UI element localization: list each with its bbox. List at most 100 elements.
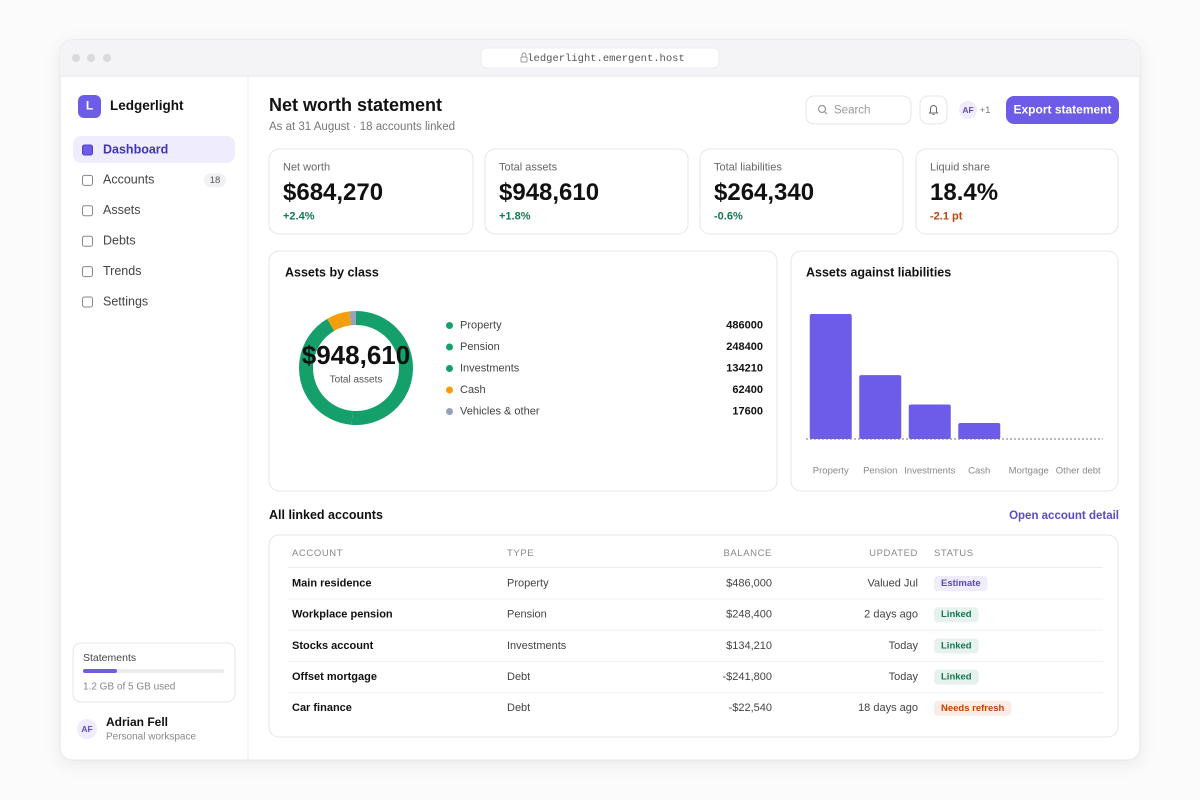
brand-logo[interactable] <box>78 95 101 118</box>
status-label: Needs refresh <box>941 703 1005 714</box>
legend-value: 486000 <box>726 319 763 331</box>
brand-name: Ledgerlight <box>110 98 184 113</box>
user-avatar[interactable] <box>77 719 97 739</box>
legend-swatch <box>446 322 453 329</box>
status-label: Linked <box>941 609 972 620</box>
cell-type: Pension <box>507 609 547 621</box>
nav-badge: 18 <box>210 175 221 186</box>
kpi-value: $948,610 <box>499 179 599 206</box>
nav-badge-bg <box>204 173 226 188</box>
status-label: Linked <box>941 640 972 651</box>
accounts-table-card <box>268 534 1119 738</box>
bar <box>859 375 902 439</box>
x-tick-label: Cash <box>968 466 990 477</box>
cell-account: Main residence <box>292 577 371 589</box>
column-header: TYPE <box>507 548 534 559</box>
donut-segment <box>299 318 335 362</box>
page-title: Net worth statement <box>269 95 442 115</box>
donut-segment <box>299 359 354 425</box>
legend-label: Cash <box>460 384 486 396</box>
kpi-value: $264,340 <box>714 179 814 206</box>
kpi-card <box>268 148 474 235</box>
nav-active-bg <box>73 136 235 163</box>
column-header: UPDATED <box>869 548 918 559</box>
url-bar[interactable] <box>480 47 720 69</box>
cell-balance: $134,210 <box>726 640 772 652</box>
export-button[interactable] <box>1006 96 1119 124</box>
cell-balance: -$241,800 <box>722 671 772 683</box>
nav-icon <box>82 296 93 308</box>
x-tick-label: Mortgage <box>1009 466 1049 477</box>
nav-item[interactable]: Accounts <box>103 173 154 187</box>
donut-center-value: $948,610 <box>302 340 410 370</box>
storage-title: Statements <box>83 652 136 664</box>
status-badge <box>934 607 979 623</box>
lock-icon <box>520 52 528 63</box>
notifications-button[interactable] <box>919 95 948 125</box>
nav-icon <box>82 144 93 156</box>
cell-updated: Today <box>889 671 919 683</box>
legend-value: 134210 <box>726 362 763 374</box>
collaborator-avatar[interactable] <box>959 101 977 119</box>
nav-item[interactable]: Assets <box>103 203 141 217</box>
nav-icon <box>82 235 93 247</box>
cell-balance: -$22,540 <box>729 702 772 714</box>
cell-balance: $248,400 <box>726 609 772 621</box>
bar <box>809 314 852 439</box>
nav-item[interactable]: Trends <box>103 264 141 278</box>
legend-value: 248400 <box>726 341 763 353</box>
legend-swatch <box>446 365 453 372</box>
cell-type: Investments <box>507 640 567 652</box>
nav-item[interactable]: Debts <box>103 233 136 247</box>
cell-updated: Valued Jul <box>867 577 918 589</box>
kpi-change: -0.6% <box>714 210 743 222</box>
cell-type: Debt <box>507 702 530 714</box>
user-name: Adrian Fell <box>106 715 168 729</box>
cell-account: Car finance <box>292 702 352 714</box>
nav-icon <box>82 174 93 186</box>
legend-label: Pension <box>460 341 500 353</box>
cell-account: Workplace pension <box>292 609 393 621</box>
user-workspace: Personal workspace <box>106 732 196 743</box>
status-badge <box>934 576 988 591</box>
kpi-change: +2.4% <box>283 210 315 222</box>
collaborator-more: +1 <box>980 105 991 116</box>
collaborator-initials: AF <box>962 105 973 115</box>
legend-value: 62400 <box>732 384 763 396</box>
kpi-label: Total liabilities <box>714 161 782 173</box>
section-link[interactable]: Open account detail <box>1009 510 1119 522</box>
status-badge <box>934 700 1012 716</box>
export-label[interactable]: Export statement <box>1013 103 1111 117</box>
kpi-label: Total assets <box>499 161 558 173</box>
window-dot <box>87 54 95 62</box>
window-dot <box>72 54 80 62</box>
bar <box>908 404 951 439</box>
cell-account: Stocks account <box>292 640 374 652</box>
window-dot <box>103 54 111 62</box>
status-badge <box>934 638 979 654</box>
x-tick-label: Investments <box>904 466 955 477</box>
donut-center-label: Total assets <box>330 375 383 386</box>
donut-panel <box>268 250 778 492</box>
cell-updated: 2 days ago <box>864 609 918 621</box>
nav-item[interactable]: Settings <box>103 294 148 308</box>
url-text: ledgerlight.emergent.host <box>527 53 685 65</box>
donut-segment <box>351 311 413 425</box>
nav-item[interactable]: Dashboard <box>103 142 168 156</box>
kpi-change: +1.8% <box>499 210 531 222</box>
x-tick-label: Other debt <box>1056 466 1101 477</box>
legend-label: Vehicles & other <box>460 405 540 417</box>
status-label: Estimate <box>941 578 981 589</box>
kpi-value: $684,270 <box>283 179 383 206</box>
x-tick-label: Pension <box>863 466 897 477</box>
search-box[interactable] <box>805 95 912 125</box>
donut-segment <box>327 311 352 332</box>
section-title: All linked accounts <box>269 508 383 522</box>
legend-swatch <box>446 343 453 351</box>
storage-fill <box>83 669 117 673</box>
cell-type: Debt <box>507 671 530 683</box>
legend-value: 17600 <box>732 405 763 417</box>
kpi-label: Net worth <box>283 161 330 173</box>
